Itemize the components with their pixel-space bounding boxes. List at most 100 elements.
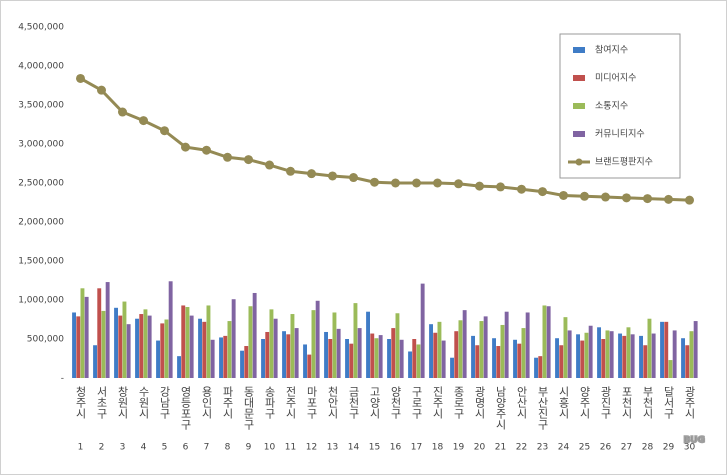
- x-tick-label: 부산진구: [536, 386, 549, 430]
- bar: [97, 288, 102, 378]
- bar: [639, 335, 643, 378]
- bar: [534, 357, 538, 378]
- line-marker: [685, 195, 694, 205]
- x-tick-label: 파주시: [221, 386, 234, 419]
- bar: [441, 340, 446, 378]
- x-tick-label: 시흥시: [557, 386, 570, 419]
- bar: [454, 331, 459, 378]
- rank-label: 13: [327, 443, 338, 453]
- bar: [265, 331, 270, 378]
- bar: [609, 331, 614, 378]
- line-marker: [244, 155, 253, 165]
- line-marker: [223, 152, 232, 162]
- bar: [664, 321, 669, 378]
- bar: [177, 356, 181, 378]
- bar: [622, 335, 627, 378]
- line-marker: [76, 73, 85, 83]
- bar: [479, 321, 484, 378]
- bar: [651, 333, 656, 378]
- x-tick-label: 광진구: [599, 386, 612, 419]
- bar: [647, 318, 652, 378]
- bar: [139, 314, 144, 378]
- x-tick-label: 포천시: [620, 386, 633, 419]
- bar: [395, 313, 400, 378]
- bar: [588, 325, 593, 378]
- rank-label: 12: [306, 443, 317, 453]
- bar: [391, 328, 396, 378]
- bar: [336, 328, 341, 378]
- y-tick-label: 2,500,000: [18, 179, 64, 189]
- x-tick-label: 마포구: [305, 386, 318, 419]
- bar: [605, 330, 610, 378]
- bar: [156, 340, 160, 378]
- rank-label: 1: [78, 443, 84, 453]
- bar: [290, 314, 295, 378]
- legend-swatch: [573, 47, 585, 53]
- bar: [84, 296, 89, 378]
- bar: [261, 339, 265, 378]
- bar: [72, 312, 76, 378]
- line-marker: [118, 107, 127, 117]
- rank-label: 3: [120, 443, 126, 453]
- bar: [584, 332, 589, 378]
- rank-label: 9: [246, 443, 252, 453]
- bar: [437, 321, 442, 378]
- bar: [345, 339, 349, 378]
- x-tick-label: 영등포구: [179, 386, 192, 430]
- bar: [492, 338, 496, 378]
- line-marker: [307, 169, 316, 179]
- bar: [450, 357, 454, 378]
- legend-label: 소통지수: [595, 101, 628, 112]
- line-marker: [97, 85, 106, 95]
- y-tick-label: 1,000,000: [18, 296, 64, 306]
- bar: [542, 305, 547, 378]
- y-tick-label: 3,000,000: [18, 140, 64, 150]
- line-marker: [412, 178, 421, 188]
- bar: [210, 339, 215, 378]
- bar: [269, 309, 274, 378]
- line-marker: [643, 194, 652, 204]
- bar: [504, 311, 509, 378]
- rank-label: 18: [432, 443, 444, 453]
- line-marker: [391, 178, 400, 188]
- bar: [500, 324, 505, 378]
- bar: [416, 344, 421, 378]
- rank-label: 16: [390, 443, 402, 453]
- bar: [315, 300, 320, 378]
- bar: [248, 306, 253, 378]
- bar: [349, 343, 354, 378]
- legend-label: 참여지수: [595, 44, 628, 56]
- line-marker: [496, 182, 505, 192]
- legend-swatch: [573, 103, 585, 109]
- line-marker: [580, 191, 589, 201]
- bar: [252, 292, 257, 378]
- line-marker: [286, 166, 295, 176]
- y-tick-label: 1,500,000: [18, 257, 64, 267]
- x-tick-label: 남양주시: [494, 386, 507, 430]
- bar: [685, 345, 690, 378]
- bar: [105, 282, 110, 378]
- bar: [122, 301, 127, 378]
- line-marker: [160, 126, 169, 136]
- x-tick-label: 양천구: [389, 386, 402, 419]
- bar: [660, 321, 664, 378]
- rank-label: 20: [474, 443, 486, 453]
- bar: [126, 324, 131, 378]
- bar: [521, 328, 526, 378]
- bar: [429, 324, 433, 378]
- bar: [555, 338, 559, 378]
- bar: [567, 330, 572, 378]
- bar: [412, 339, 417, 378]
- x-tick-label: 부천시: [641, 386, 654, 419]
- bar: [80, 288, 85, 378]
- rank-label: 22: [516, 443, 527, 453]
- bar: [366, 311, 370, 378]
- bar: [282, 331, 286, 378]
- x-tick-label: 고양시: [368, 386, 381, 419]
- bar: [114, 307, 118, 378]
- legend-label: 브랜드평판지수: [595, 157, 653, 168]
- bar: [408, 351, 412, 378]
- bar: [324, 331, 328, 378]
- bar: [303, 344, 307, 378]
